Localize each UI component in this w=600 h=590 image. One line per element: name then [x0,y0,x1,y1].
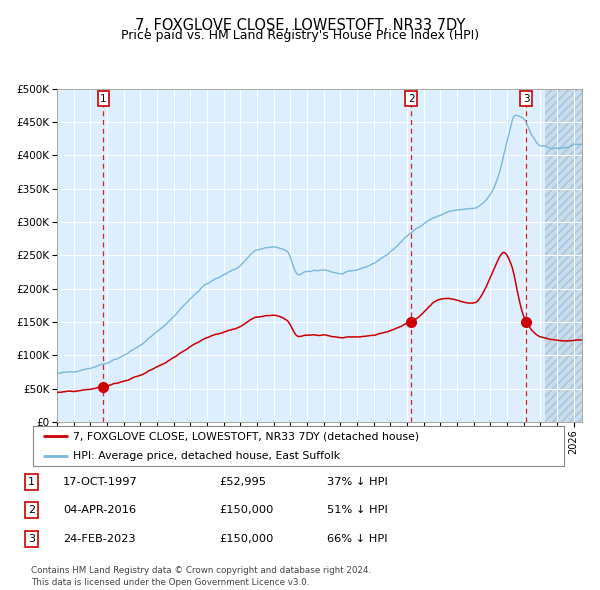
Text: 2: 2 [28,506,35,515]
Text: 1: 1 [28,477,35,487]
Text: £150,000: £150,000 [219,506,274,515]
Text: 7, FOXGLOVE CLOSE, LOWESTOFT, NR33 7DY (detached house): 7, FOXGLOVE CLOSE, LOWESTOFT, NR33 7DY (… [73,431,419,441]
Text: 1: 1 [100,94,107,104]
Text: 66% ↓ HPI: 66% ↓ HPI [327,534,388,543]
Text: £150,000: £150,000 [219,534,274,543]
Text: 17-OCT-1997: 17-OCT-1997 [63,477,138,487]
Text: 04-APR-2016: 04-APR-2016 [63,506,136,515]
Text: 3: 3 [28,534,35,543]
Text: Price paid vs. HM Land Registry's House Price Index (HPI): Price paid vs. HM Land Registry's House … [121,30,479,42]
Text: 51% ↓ HPI: 51% ↓ HPI [327,506,388,515]
Text: £52,995: £52,995 [219,477,266,487]
Text: 37% ↓ HPI: 37% ↓ HPI [327,477,388,487]
Text: 3: 3 [523,94,529,104]
Text: HPI: Average price, detached house, East Suffolk: HPI: Average price, detached house, East… [73,451,340,461]
Text: 7, FOXGLOVE CLOSE, LOWESTOFT, NR33 7DY: 7, FOXGLOVE CLOSE, LOWESTOFT, NR33 7DY [135,18,465,32]
Text: 2: 2 [408,94,415,104]
Text: 24-FEB-2023: 24-FEB-2023 [63,534,136,543]
Text: Contains HM Land Registry data © Crown copyright and database right 2024.
This d: Contains HM Land Registry data © Crown c… [31,566,371,587]
